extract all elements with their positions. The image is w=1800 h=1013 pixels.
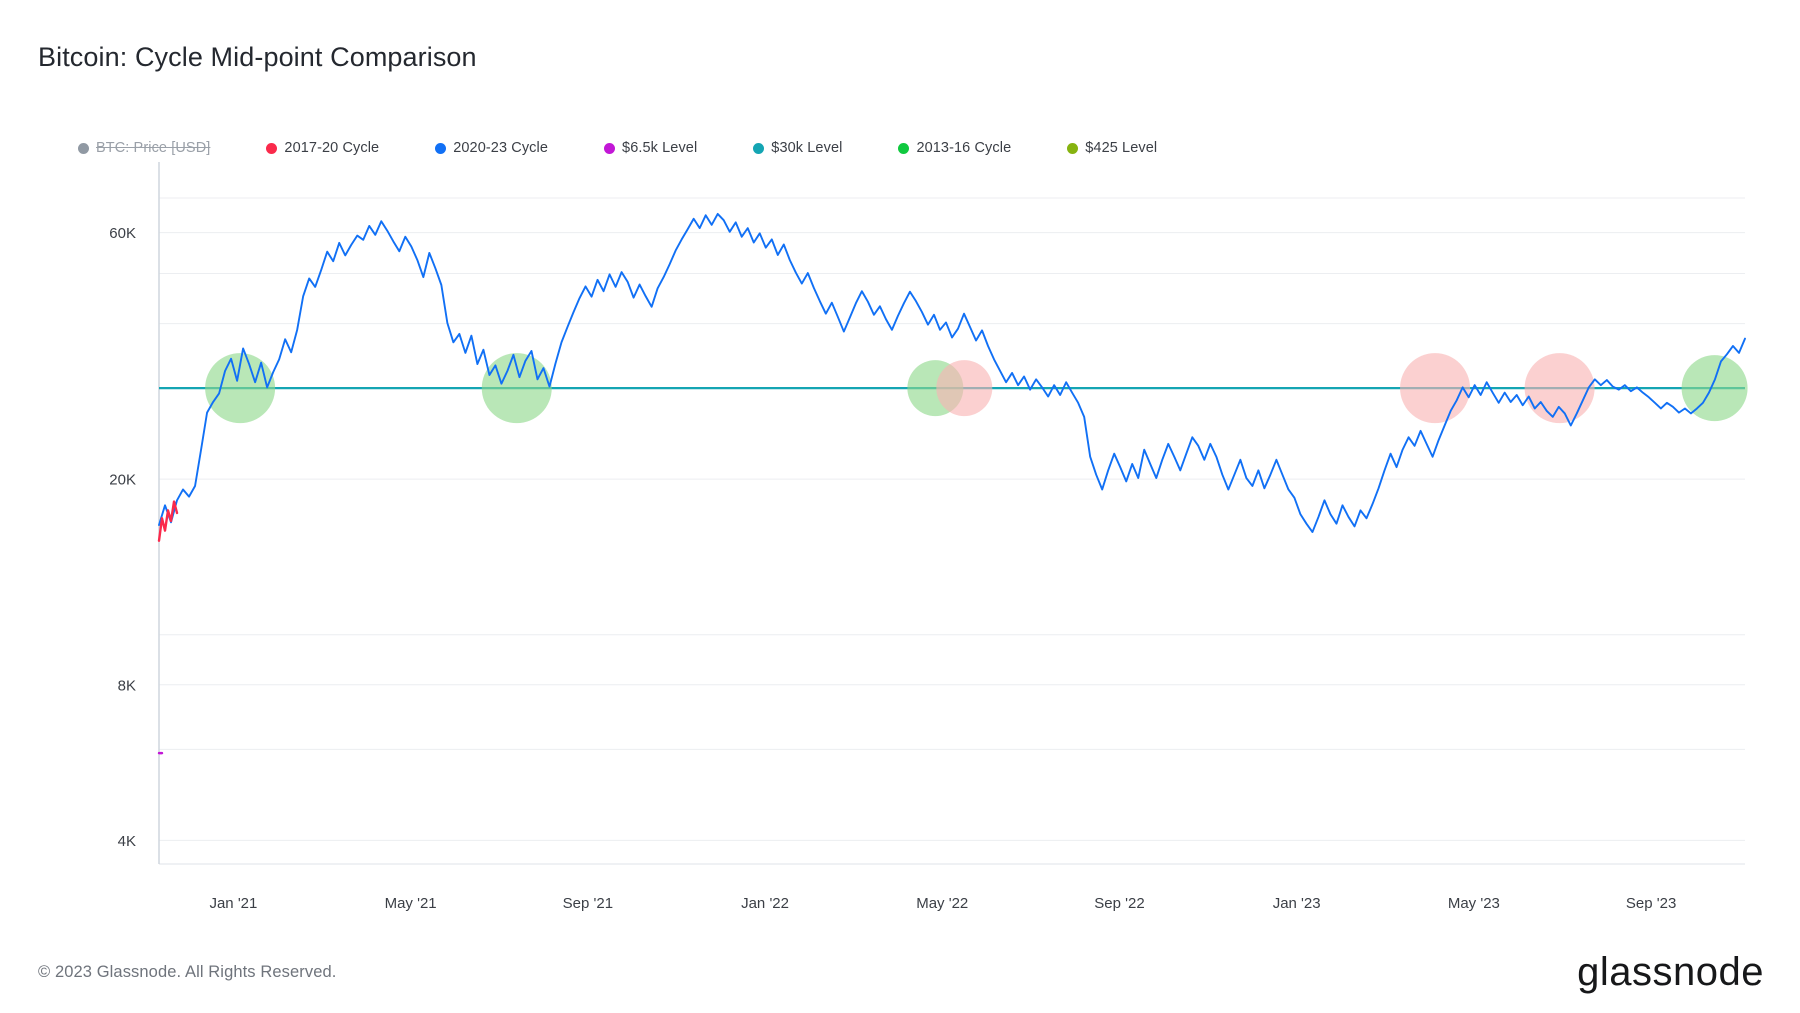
annotation-resistance-fail-2 [1524, 353, 1595, 424]
legend-item-5[interactable]: 2013-16 Cycle [898, 140, 1011, 156]
x-tick-label-5: Sep '22 [1094, 895, 1144, 912]
annotation-support-hold-2 [481, 353, 552, 424]
legend-color-dot [604, 142, 616, 154]
x-tick-label-0: Jan '21 [209, 895, 257, 912]
x-tick-label-6: Jan '23 [1273, 895, 1321, 912]
y-axis-ticks: 60K 20K 8K 4K [109, 225, 136, 850]
y-tick-label-2: 8K [118, 677, 136, 694]
annotation-support-hold-4 [1681, 355, 1748, 422]
x-tick-label-3: Jan '22 [741, 895, 789, 912]
grid-lines [159, 197, 1745, 865]
legend-item-1[interactable]: 2017-20 Cycle [266, 140, 379, 156]
legend-item-label: BTC: Price [USD] [96, 140, 211, 156]
legend-color-dot [266, 142, 278, 154]
chart-legend: BTC: Price [USD] 2017-20 Cycle 2020-23 Cyc… [78, 138, 1157, 158]
data-series [157, 212, 1746, 755]
x-tick-label-1: May '21 [385, 895, 437, 912]
series-line-1 [157, 500, 179, 542]
x-tick-label-7: May '23 [1448, 895, 1500, 912]
x-axis-ticks: Jan '21 May '21 Sep '21 Jan '22 May '22 Sep '… [209, 895, 1676, 912]
y-tick-label-3: 4K [118, 833, 136, 850]
x-tick-label-4: May '22 [916, 895, 968, 912]
legend-item-label: $30k Level [771, 140, 843, 156]
x-tick-label-8: Sep '23 [1626, 895, 1676, 912]
legend-color-dot [898, 142, 910, 154]
legend-color-dot [1067, 142, 1079, 154]
legend-item-label: $6.5k Level [622, 140, 698, 156]
annotation-support-break-1 [936, 360, 993, 417]
legend-item-3[interactable]: $6.5k Level [604, 140, 697, 156]
legend-item-4[interactable]: $30k Level [753, 140, 842, 156]
annotation-support-hold-1 [205, 353, 276, 424]
legend-item-2[interactable]: 2020-23 Cycle [435, 140, 548, 156]
legend-item-label: $425 Level [1085, 140, 1158, 156]
annotation-support-hold-3 [907, 360, 964, 417]
x-tick-label-2: Sep '21 [563, 895, 613, 912]
legend-item-0[interactable]: BTC: Price [USD] [78, 140, 210, 156]
glassnode-logo: glassnode [1577, 950, 1764, 994]
y-tick-label-1: 20K [109, 472, 136, 489]
legend-color-dot [753, 142, 765, 154]
copyright-text: © 2023 Glassnode. All Rights Reserved. [38, 963, 337, 981]
y-tick-label-0: 60K [109, 225, 136, 242]
annotation-resistance-fail-1 [1400, 353, 1471, 424]
legend-item-label: 2013-16 Cycle [916, 140, 1012, 156]
series-line-0 [158, 212, 1746, 533]
annotation-circles [205, 353, 1748, 424]
legend-color-dot [78, 142, 89, 154]
page-title: Bitcoin: Cycle Mid-point Comparison [38, 42, 477, 72]
legend-color-dot [435, 142, 447, 154]
legend-item-6[interactable]: $425 Level [1067, 140, 1157, 156]
legend-item-label: 2020-23 Cycle [453, 140, 549, 156]
legend-item-label: 2017-20 Cycle [284, 140, 380, 156]
